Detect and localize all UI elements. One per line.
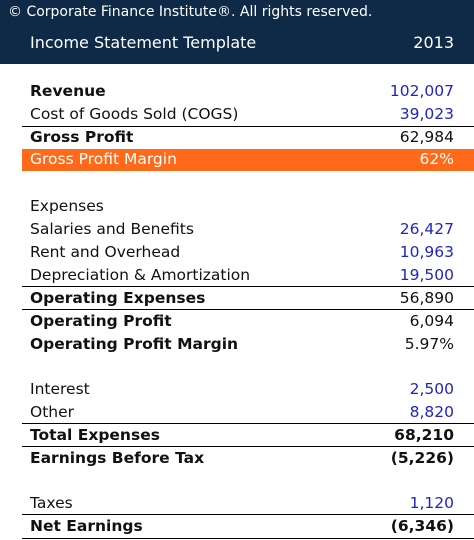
operating-margin-value: 5.97% xyxy=(404,335,454,353)
title-bar: Income Statement Template 2013 xyxy=(0,24,474,64)
year-header: 2013 xyxy=(413,33,454,52)
depreciation-label: Depreciation & Amortization xyxy=(30,266,251,284)
net-earnings-row: Net Earnings (6,346) xyxy=(0,515,474,538)
depreciation-value[interactable]: 19,500 xyxy=(399,266,454,284)
operating-profit-row: Operating Profit 6,094 xyxy=(0,310,474,333)
expenses-heading: Expenses xyxy=(0,195,474,218)
taxes-label: Taxes xyxy=(30,494,73,512)
salaries-row: Salaries and Benefits 26,427 xyxy=(0,218,474,241)
net-earnings-value: (6,346) xyxy=(390,517,454,535)
cogs-label: Cost of Goods Sold (COGS) xyxy=(30,105,239,123)
other-value[interactable]: 8,820 xyxy=(409,403,454,421)
gross-margin-value: 62% xyxy=(419,150,454,168)
copyright-text: © Corporate Finance Institute®. All righ… xyxy=(8,4,373,20)
interest-row: Interest 2,500 xyxy=(0,378,474,401)
net-earnings-label: Net Earnings xyxy=(30,517,143,535)
rent-row: Rent and Overhead 10,963 xyxy=(0,241,474,264)
expenses-heading-label: Expenses xyxy=(30,197,104,215)
operating-profit-value: 6,094 xyxy=(409,312,454,330)
salaries-value[interactable]: 26,427 xyxy=(399,220,454,238)
divider xyxy=(22,538,474,539)
revenue-label: Revenue xyxy=(30,82,106,100)
divider xyxy=(22,514,474,515)
header: © Corporate Finance Institute®. All righ… xyxy=(0,0,474,64)
operating-margin-row: Operating Profit Margin 5.97% xyxy=(0,333,474,356)
other-label: Other xyxy=(30,403,75,421)
operating-profit-label: Operating Profit xyxy=(30,312,172,330)
gross-profit-row: Gross Profit 62,984 xyxy=(0,126,474,149)
gross-margin-label: Gross Profit Margin xyxy=(30,150,177,168)
operating-margin-label: Operating Profit Margin xyxy=(30,335,239,353)
divider xyxy=(22,126,474,127)
salaries-label: Salaries and Benefits xyxy=(30,220,194,238)
cogs-value[interactable]: 39,023 xyxy=(399,105,454,123)
ebt-label: Earnings Before Tax xyxy=(30,449,205,467)
revenue-row: Revenue 102,007 xyxy=(0,80,474,103)
ebt-value: (5,226) xyxy=(390,449,454,467)
operating-expenses-label: Operating Expenses xyxy=(30,289,206,307)
statement-title: Income Statement Template xyxy=(30,33,257,52)
divider xyxy=(22,423,474,424)
interest-value[interactable]: 2,500 xyxy=(409,380,454,398)
taxes-value[interactable]: 1,120 xyxy=(409,494,454,512)
taxes-row: Taxes 1,120 xyxy=(0,492,474,515)
cogs-row: Cost of Goods Sold (COGS) 39,023 xyxy=(0,103,474,126)
rent-value[interactable]: 10,963 xyxy=(399,243,454,261)
divider xyxy=(22,309,474,310)
total-expenses-label: Total Expenses xyxy=(30,426,160,444)
gross-margin-row: Gross Profit Margin 62% xyxy=(22,149,474,171)
gross-profit-value: 62,984 xyxy=(399,128,454,146)
depreciation-row: Depreciation & Amortization 19,500 xyxy=(0,264,474,287)
rent-label: Rent and Overhead xyxy=(30,243,181,261)
revenue-value[interactable]: 102,007 xyxy=(389,82,454,100)
interest-label: Interest xyxy=(30,380,90,398)
ebt-row: Earnings Before Tax (5,226) xyxy=(0,447,474,470)
operating-expenses-row: Operating Expenses 56,890 xyxy=(0,287,474,310)
operating-expenses-value: 56,890 xyxy=(399,289,454,307)
divider xyxy=(22,286,474,287)
other-row: Other 8,820 xyxy=(0,401,474,424)
divider xyxy=(22,446,474,447)
total-expenses-row: Total Expenses 68,210 xyxy=(0,424,474,447)
gross-profit-label: Gross Profit xyxy=(30,128,134,146)
total-expenses-value: 68,210 xyxy=(394,426,454,444)
